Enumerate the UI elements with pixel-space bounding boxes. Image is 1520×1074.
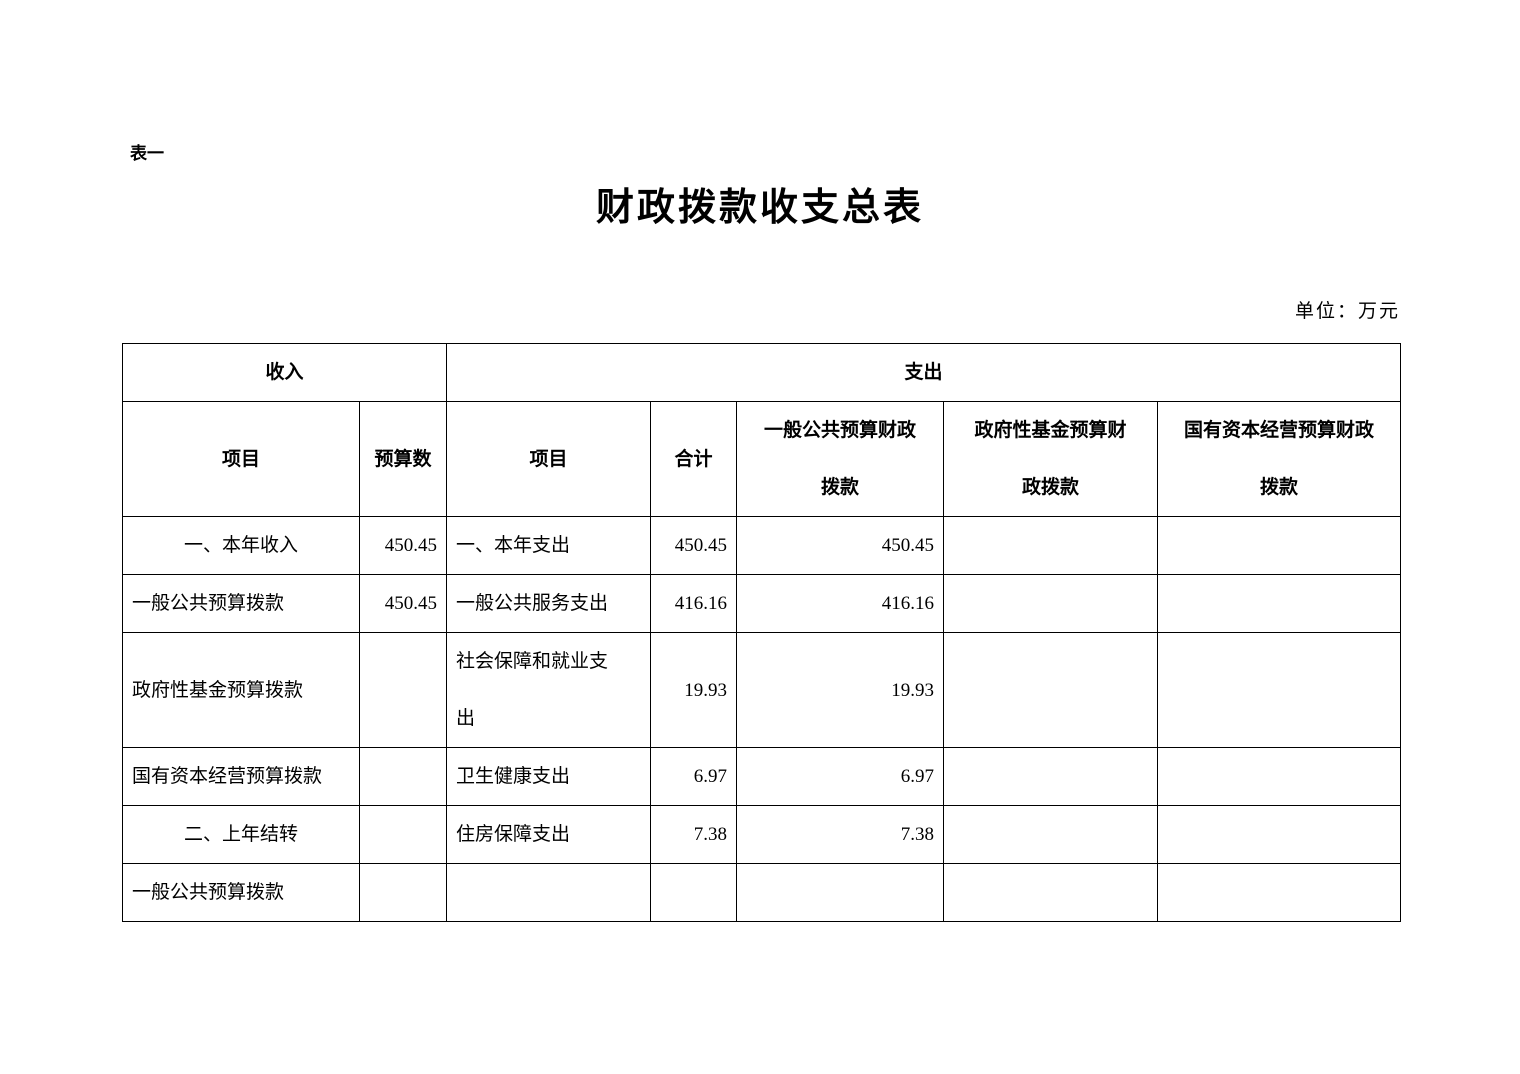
exp-total-cell xyxy=(650,863,738,922)
exp-gov-fund-cell xyxy=(943,863,1159,922)
exp-general-public-cell: 7.38 xyxy=(736,805,945,864)
header-exp-gov-fund: 政府性基金预算财 政拨款 xyxy=(943,401,1159,517)
exp-total-cell: 7.38 xyxy=(650,805,738,864)
exp-item-cell: 社会保障和就业支 出 xyxy=(446,632,652,748)
table-row: 二、上年结转 住房保障支出 7.38 7.38 xyxy=(122,805,1402,864)
income-budget-cell xyxy=(358,747,448,806)
header-section-row: 收入 支出 xyxy=(121,343,1402,402)
header-columns-row: 项目 预算数 项目 合计 一般公共预算财政 拨款 政府性基金预算财 政拨款 国有… xyxy=(122,401,1402,517)
exp-state-capital-cell xyxy=(1157,574,1402,633)
exp-total-cell: 416.16 xyxy=(650,574,738,633)
exp-state-capital-cell xyxy=(1157,632,1402,748)
income-budget-cell xyxy=(358,632,448,748)
exp-state-capital-cell xyxy=(1157,805,1402,864)
exp-item-cell: 卫生健康支出 xyxy=(446,747,652,806)
header-income-section: 收入 xyxy=(121,343,448,402)
exp-state-capital-cell xyxy=(1157,747,1402,806)
exp-gov-fund-cell xyxy=(943,574,1159,633)
income-budget-cell: 450.45 xyxy=(358,574,448,633)
header-expenditure-section: 支出 xyxy=(446,343,1402,402)
page-title: 财政拨款收支总表 xyxy=(595,187,924,229)
exp-item-cell: 住房保障支出 xyxy=(446,805,652,864)
table-row: 一、本年收入 450.45 一、本年支出 450.45 450.45 xyxy=(122,516,1402,575)
budget-table: 收入 支出 项目 预算数 项目 合计 一般公共预算财政 拨款 政府性基金预算财 … xyxy=(121,343,1402,922)
header-exp-total: 合计 xyxy=(650,401,738,517)
table-row: 一般公共预算拨款 xyxy=(122,863,1402,922)
exp-item-cell: 一般公共服务支出 xyxy=(446,574,652,633)
income-item-cell: 一般公共预算拨款 xyxy=(122,863,360,922)
exp-total-cell: 450.45 xyxy=(650,516,738,575)
income-item-cell: 政府性基金预算拨款 xyxy=(122,632,360,748)
header-income-budget: 预算数 xyxy=(358,401,448,517)
exp-general-public-cell xyxy=(736,863,945,922)
income-budget-cell xyxy=(358,863,448,922)
exp-general-public-cell: 450.45 xyxy=(736,516,945,575)
exp-item-cell: 一、本年支出 xyxy=(446,516,652,575)
exp-general-public-cell: 6.97 xyxy=(736,747,945,806)
income-item-cell: 一、本年收入 xyxy=(122,516,360,575)
exp-total-cell: 6.97 xyxy=(650,747,738,806)
exp-gov-fund-cell xyxy=(943,632,1159,748)
exp-gov-fund-cell xyxy=(943,516,1159,575)
income-item-cell: 一般公共预算拨款 xyxy=(122,574,360,633)
exp-total-cell: 19.93 xyxy=(650,632,738,748)
table-row: 政府性基金预算拨款 社会保障和就业支 出 19.93 19.93 xyxy=(122,632,1402,748)
exp-state-capital-cell xyxy=(1157,516,1402,575)
table-row: 国有资本经营预算拨款 卫生健康支出 6.97 6.97 xyxy=(122,747,1402,806)
header-exp-state-capital: 国有资本经营预算财政 拨款 xyxy=(1157,401,1402,517)
exp-gov-fund-cell xyxy=(943,805,1159,864)
income-budget-cell: 450.45 xyxy=(358,516,448,575)
exp-gov-fund-cell xyxy=(943,747,1159,806)
exp-state-capital-cell xyxy=(1157,863,1402,922)
header-exp-general-public: 一般公共预算财政 拨款 xyxy=(736,401,945,517)
table-row: 一般公共预算拨款 450.45 一般公共服务支出 416.16 416.16 xyxy=(122,574,1402,633)
unit-note: 单位：万元 xyxy=(1294,301,1400,322)
exp-item-cell xyxy=(446,863,652,922)
exp-general-public-cell: 19.93 xyxy=(736,632,945,748)
table-tag-label: 表一 xyxy=(130,144,164,163)
exp-general-public-cell: 416.16 xyxy=(736,574,945,633)
header-exp-item: 项目 xyxy=(446,401,652,517)
header-income-item: 项目 xyxy=(122,401,360,517)
income-budget-cell xyxy=(358,805,448,864)
income-item-cell: 二、上年结转 xyxy=(122,805,360,864)
income-item-cell: 国有资本经营预算拨款 xyxy=(122,747,360,806)
